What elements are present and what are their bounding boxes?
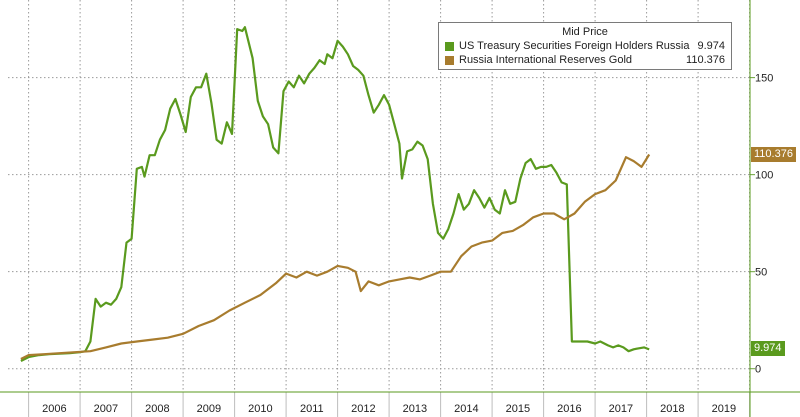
legend-value: 9.974	[697, 40, 725, 52]
x-tick-label: 2015	[506, 403, 530, 415]
legend: Mid Price US Treasury Securities Foreign…	[438, 22, 732, 70]
y-tick-label: 50	[755, 267, 767, 279]
x-tick-label: 2006	[42, 403, 66, 415]
y-tick-label: 150	[755, 73, 773, 85]
x-axis-ticks: 2006 2007 2008 2009 2010 2011 2012 2013 2014 2015…	[42, 403, 736, 415]
x-tick-label: 2010	[248, 403, 272, 415]
x-tick-label: 2016	[557, 403, 581, 415]
x-tick-label: 2011	[300, 403, 324, 415]
x-tick-label: 2008	[145, 403, 169, 415]
legend-item-us-treasury: US Treasury Securities Foreign Holders R…	[445, 40, 725, 53]
x-tick-label: 2013	[403, 403, 427, 415]
y-tick-label: 0	[755, 364, 761, 376]
y-tick-label: 100	[755, 170, 773, 182]
legend-swatch-green	[445, 42, 454, 51]
x-tick-label: 2019	[712, 403, 736, 415]
series-line-us-treasury	[20, 26, 650, 362]
legend-title: Mid Price	[562, 26, 608, 38]
series-lines	[20, 26, 651, 362]
legend-value: 110.376	[686, 54, 725, 66]
legend-label: US Treasury Securities Foreign Holders R…	[459, 40, 690, 52]
x-tick-label: 2018	[660, 403, 684, 415]
x-tick-label: 2014	[454, 403, 478, 415]
last-value-tag-green: 9.974	[751, 341, 785, 357]
x-tick-label: 2012	[351, 403, 375, 415]
y-axis-ticks: 0 50 100 150	[755, 73, 773, 376]
legend-item-russia-gold: Russia International Reserves Gold 110.3…	[445, 54, 725, 67]
x-tick-label: 2017	[609, 403, 633, 415]
last-value-tag-gold: 110.376	[751, 146, 796, 162]
legend-swatch-gold	[445, 56, 454, 65]
x-tick-label: 2007	[94, 403, 118, 415]
x-tick-label: 2009	[197, 403, 221, 415]
legend-label: Russia International Reserves Gold	[459, 54, 633, 66]
series-line-russia-gold	[20, 153, 651, 360]
